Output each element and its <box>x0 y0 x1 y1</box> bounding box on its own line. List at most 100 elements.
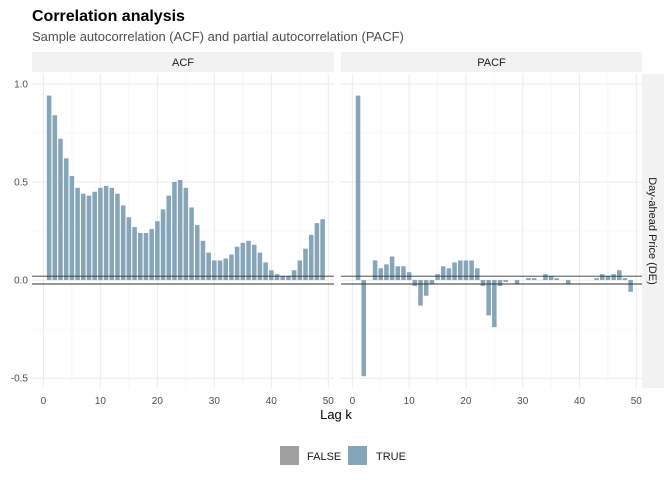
bar-lag-24 <box>177 179 183 281</box>
bar-lag-11 <box>412 280 418 286</box>
bar-lag-19 <box>457 260 463 281</box>
bar-lag-1 <box>46 95 52 281</box>
bar-lag-29 <box>206 252 211 281</box>
x-tick-label: 0 <box>350 396 356 407</box>
bar-lag-39 <box>263 262 268 281</box>
bar-lag-47 <box>617 270 622 281</box>
bar-lag-17 <box>446 268 452 281</box>
bar-lag-22 <box>166 195 172 281</box>
bar-lag-34 <box>234 246 240 281</box>
bar-lag-7 <box>389 256 395 281</box>
bar-lag-18 <box>143 232 149 281</box>
row-strip-label: Day-ahead Price (DE) <box>646 177 658 285</box>
bar-lag-12 <box>418 280 423 306</box>
bar-lag-49 <box>628 280 633 292</box>
bar-lag-30 <box>212 260 217 281</box>
bar-lag-14 <box>120 205 126 281</box>
legend: FALSE TRUE <box>280 446 406 465</box>
x-tick-label: 10 <box>95 396 107 407</box>
bar-lag-23 <box>172 181 177 281</box>
bar-lag-21 <box>160 209 166 281</box>
bar-lag-35 <box>240 242 246 281</box>
bar-lag-20 <box>155 221 160 281</box>
bar-lag-8 <box>86 195 92 281</box>
bar-lag-13 <box>423 280 429 296</box>
bar-lag-42 <box>280 276 285 281</box>
bar-lag-5 <box>69 176 75 281</box>
row-strip: Day-ahead Price (DE) <box>642 74 664 388</box>
x-tick-label: 20 <box>460 396 472 407</box>
x-tick-label: 40 <box>266 396 278 407</box>
panel-strip-background <box>32 52 334 72</box>
bar-lag-48 <box>314 223 320 281</box>
bar-lag-8 <box>395 266 401 281</box>
y-tick-label: -0.5 <box>11 374 29 385</box>
bar-lag-4 <box>372 260 378 281</box>
bar-lag-43 <box>594 278 599 281</box>
bar-lag-10 <box>98 187 103 281</box>
bars <box>46 95 325 281</box>
bar-lag-22 <box>475 268 480 281</box>
bar-lag-18 <box>452 262 457 281</box>
bar-lag-20 <box>463 260 469 281</box>
bar-lag-4 <box>63 158 69 281</box>
bar-lag-46 <box>303 248 308 281</box>
bar-lag-38 <box>565 280 571 284</box>
bar-lag-27 <box>194 225 200 281</box>
bar-lag-7 <box>81 193 86 281</box>
x-tick-label: 0 <box>41 396 47 407</box>
bar-lag-49 <box>320 219 325 281</box>
bar-lag-35 <box>548 276 554 281</box>
bar-lag-17 <box>137 232 143 281</box>
bar-lag-45 <box>297 260 303 281</box>
panel-strip-background <box>341 52 642 72</box>
x-tick-label: 20 <box>152 396 164 407</box>
bar-lag-31 <box>217 260 223 281</box>
panel-acf: ACF 0 10 20 30 40 50 -0.5 0.0 0.5 1.0 <box>11 52 334 407</box>
bar-lag-26 <box>497 280 503 286</box>
bar-lag-34 <box>543 274 548 281</box>
bar-lag-6 <box>384 264 389 281</box>
x-tick-label: 30 <box>517 396 529 407</box>
bar-lag-27 <box>503 280 508 283</box>
bar-lag-19 <box>149 229 154 281</box>
bar-lag-15 <box>435 274 440 281</box>
x-axis-title: Lag k <box>320 407 352 422</box>
bar-lag-36 <box>554 278 560 281</box>
bar-lag-37 <box>251 244 257 281</box>
bar-lag-2 <box>361 280 366 377</box>
bar-lag-12 <box>109 187 115 281</box>
bar-lag-44 <box>291 270 297 281</box>
bar-lag-25 <box>492 280 497 328</box>
bar-lag-16 <box>440 266 446 281</box>
bar-lag-28 <box>200 240 206 281</box>
bar-lag-31 <box>526 278 531 281</box>
y-tick-label: 1.0 <box>14 79 28 90</box>
bar-lag-32 <box>223 258 229 281</box>
row-strip-background <box>642 74 664 388</box>
bar-lag-47 <box>308 234 314 281</box>
bars <box>355 95 633 377</box>
x-tick-label: 10 <box>404 396 416 407</box>
bar-lag-15 <box>126 217 132 281</box>
bar-lag-9 <box>92 191 97 281</box>
bar-lag-48 <box>622 278 628 281</box>
bar-lag-44 <box>599 274 605 281</box>
bar-lag-23 <box>480 280 486 286</box>
grid-lines <box>341 74 642 388</box>
panels: ACF 0 10 20 30 40 50 -0.5 0.0 0.5 1.0 PACF 0 10 20 30 40… <box>11 52 643 407</box>
bar-lag-14 <box>429 280 435 284</box>
bar-lag-29 <box>514 280 520 284</box>
x-tick-label: 50 <box>631 396 643 407</box>
bar-lag-6 <box>75 187 80 281</box>
bar-lag-26 <box>189 207 194 281</box>
chart-title: Correlation analysis <box>32 8 185 25</box>
legend-swatch <box>348 446 367 465</box>
legend-item-true: TRUE <box>348 446 406 465</box>
y-tick-label: 0.0 <box>14 276 28 287</box>
bar-lag-3 <box>58 138 63 281</box>
bar-lag-32 <box>531 278 537 281</box>
x-tick-label: 30 <box>209 396 221 407</box>
bar-lag-5 <box>378 268 384 281</box>
